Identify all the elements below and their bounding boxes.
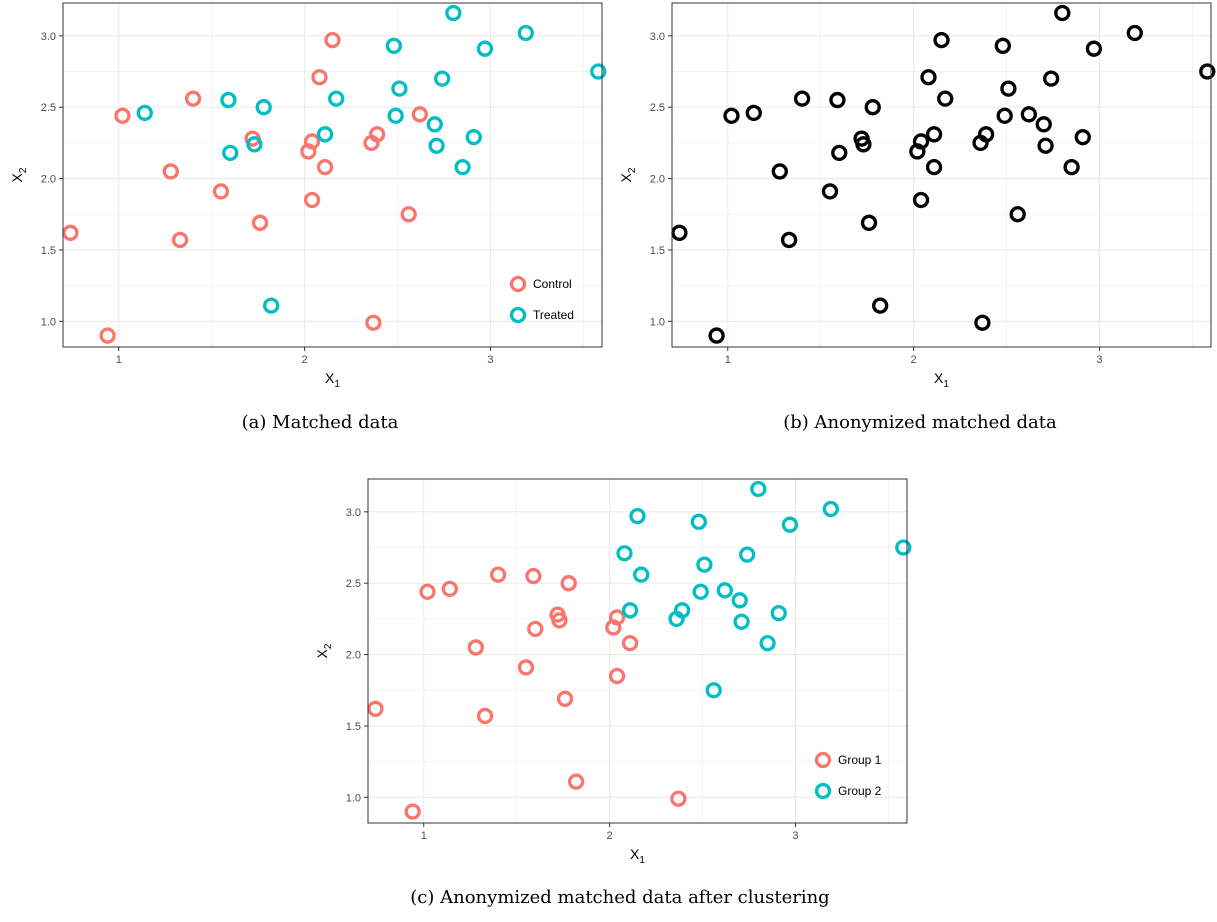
x-tick-label: 3	[487, 354, 493, 366]
y-tick-label: 1.5	[41, 245, 56, 257]
y-tick-label: 1.5	[650, 245, 665, 257]
scatter-chart-a: 1 2 3 1.0 1.5 2.0 2.5 3.0 X1 X2 Control Treated	[0, 0, 608, 395]
plot-background	[672, 3, 1211, 347]
y-tick-label: 1.0	[346, 792, 361, 804]
plot-background	[63, 3, 602, 347]
panel-a: 1 2 3 1.0 1.5 2.0 2.5 3.0 X1 X2 Control Treated	[0, 0, 608, 395]
y-axis-title-group: X2	[314, 643, 334, 658]
panel-b: 1 2 3 1.0 1.5 2.0 2.5 3.0 X1 X2	[609, 0, 1217, 395]
y-axis-title-group: X2	[618, 167, 638, 182]
y-tick-label: 2.5	[41, 102, 56, 114]
y-tick-label: 1.0	[41, 316, 56, 328]
x-axis-title: X1	[630, 846, 645, 866]
y-tick-label: 3.0	[346, 507, 361, 519]
y-axis-title: X2	[618, 167, 638, 182]
y-tick-label: 1.0	[650, 316, 665, 328]
y-axis-title: X2	[314, 643, 334, 658]
y-tick-label: 2.5	[346, 578, 361, 590]
scatter-chart-b: 1 2 3 1.0 1.5 2.0 2.5 3.0 X1 X2	[609, 0, 1217, 395]
legend-label: Treated	[533, 308, 574, 322]
y-tick-label: 1.5	[346, 721, 361, 733]
x-tick-label: 2	[607, 830, 613, 842]
legend-label: Group 1	[838, 753, 882, 767]
y-axis-title-group: X2	[9, 167, 29, 182]
y-tick-label: 2.5	[650, 102, 665, 114]
x-axis-title: X1	[325, 370, 340, 390]
caption-b: (b) Anonymized matched data	[600, 412, 1217, 433]
x-axis-title: X1	[934, 370, 949, 390]
x-tick-label: 2	[911, 354, 917, 366]
caption-c: (c) Anonymized matched data after cluste…	[300, 887, 940, 908]
y-tick-label: 3.0	[650, 31, 665, 43]
x-tick-label: 2	[302, 354, 308, 366]
x-tick-label: 3	[792, 830, 798, 842]
panel-c: 1 2 3 1.0 1.5 2.0 2.5 3.0 X1 X2 Group 1 Group 2	[305, 476, 913, 871]
caption-a: (a) Matched data	[0, 412, 640, 433]
y-tick-label: 3.0	[41, 31, 56, 43]
x-tick-label: 1	[116, 354, 122, 366]
x-tick-label: 3	[1096, 354, 1102, 366]
y-tick-label: 2.0	[346, 650, 361, 662]
x-tick-label: 1	[421, 830, 427, 842]
scatter-chart-c: 1 2 3 1.0 1.5 2.0 2.5 3.0 X1 X2 Group 1 Group 2	[305, 476, 913, 871]
legend-label: Control	[533, 277, 572, 291]
legend-label: Group 2	[838, 784, 882, 798]
y-axis-title: X2	[9, 167, 29, 182]
x-tick-label: 1	[725, 354, 731, 366]
plot-background	[368, 479, 907, 823]
y-tick-label: 2.0	[41, 174, 56, 186]
y-tick-label: 2.0	[650, 174, 665, 186]
